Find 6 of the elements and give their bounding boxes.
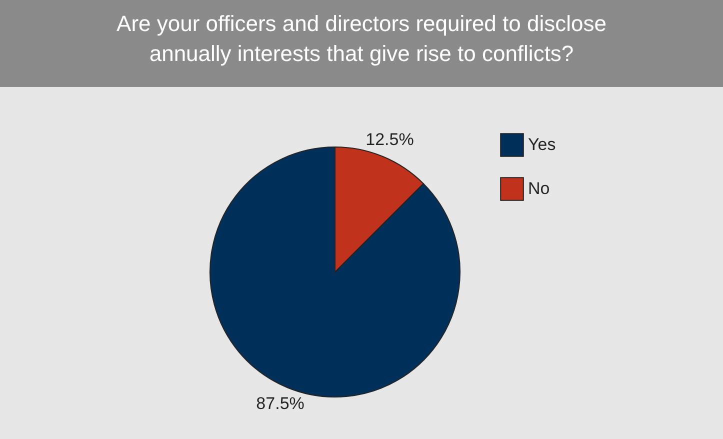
legend-label: No xyxy=(528,179,550,198)
legend-label: Yes xyxy=(528,135,556,154)
chart-title: Are your officers and directors required to disclose annually interests that give rise to conflicts? xyxy=(116,11,606,66)
data-label: 12.5% xyxy=(366,130,414,149)
pie-slice xyxy=(210,146,460,398)
data-label: 87.5% xyxy=(256,394,304,414)
